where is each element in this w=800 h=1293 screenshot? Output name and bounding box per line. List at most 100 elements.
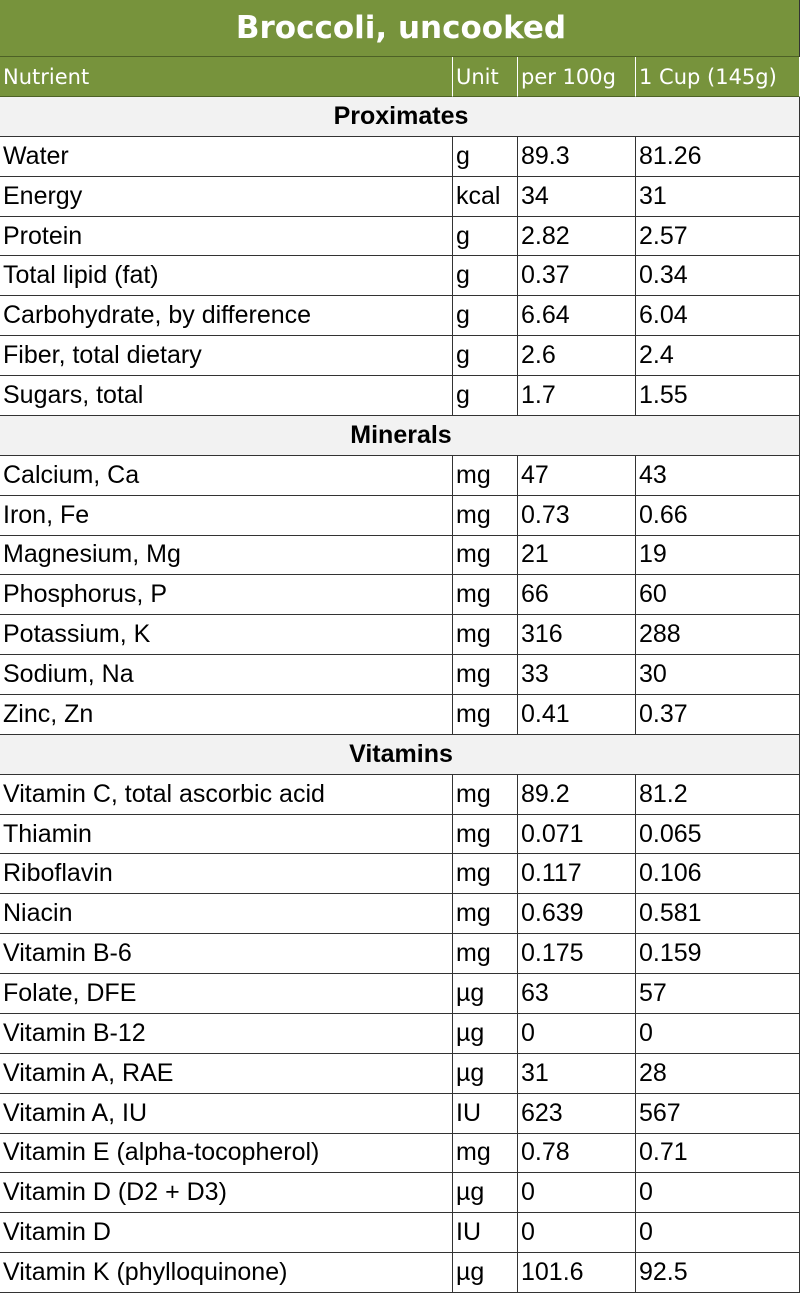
amount: 0 <box>518 1213 636 1254</box>
amount: 0.065 <box>636 814 800 855</box>
unit: IU <box>453 1093 518 1134</box>
nutrient-name: Vitamin E (alpha-tocopherol) <box>0 1133 453 1174</box>
amount: 0.37 <box>636 695 800 735</box>
unit: µg <box>453 1013 518 1054</box>
unit: mg <box>453 814 518 855</box>
unit: µg <box>453 1053 518 1094</box>
amount: 0.73 <box>518 495 636 536</box>
amount: 0 <box>636 1013 800 1054</box>
amount: 28 <box>636 1053 800 1094</box>
amount: 0 <box>518 1013 636 1054</box>
nutrient-name: Vitamin D <box>0 1213 453 1254</box>
nutrient-name: Total lipid (fat) <box>0 256 453 297</box>
nutrient-name: Fiber, total dietary <box>0 336 453 377</box>
unit: mg <box>453 894 518 935</box>
nutrient-name: Vitamin A, IU <box>0 1093 453 1134</box>
amount: 0 <box>518 1173 636 1214</box>
amount: 0 <box>636 1173 800 1214</box>
nutrient-name: Riboflavin <box>0 854 453 895</box>
nutrient-name: Niacin <box>0 894 453 935</box>
nutrient-name: Potassium, K <box>0 615 453 656</box>
nutrient-name: Sugars, total <box>0 376 453 416</box>
amount: 81.2 <box>636 774 800 815</box>
amount: 567 <box>636 1093 800 1134</box>
nutrient-name: Folate, DFE <box>0 974 453 1014</box>
amount: 21 <box>518 535 636 576</box>
amount: 30 <box>636 655 800 695</box>
amount: 0.175 <box>518 934 636 975</box>
amount: 34 <box>518 176 636 217</box>
unit: µg <box>453 1173 518 1214</box>
amount: 0.117 <box>518 854 636 895</box>
unit: kcal <box>453 176 518 217</box>
section-header: Minerals <box>0 415 800 456</box>
amount: 19 <box>636 535 800 576</box>
nutrient-name: Zinc, Zn <box>0 695 453 735</box>
nutrient-name: Phosphorus, P <box>0 575 453 616</box>
unit: g <box>453 376 518 416</box>
amount: 89.2 <box>518 774 636 815</box>
nutrient-name: Vitamin K (phylloquinone) <box>0 1253 453 1293</box>
unit: g <box>453 216 518 257</box>
unit: mg <box>453 455 518 496</box>
column-header: per 100g <box>518 57 636 97</box>
amount: 288 <box>636 615 800 656</box>
amount: 0.37 <box>518 256 636 297</box>
nutrient-name: Water <box>0 136 453 177</box>
unit: mg <box>453 854 518 895</box>
amount: 623 <box>518 1093 636 1134</box>
column-header: 1 Cup (145g) <box>636 57 800 97</box>
unit: mg <box>453 615 518 656</box>
nutrient-name: Vitamin D (D2 + D3) <box>0 1173 453 1214</box>
amount: 0.639 <box>518 894 636 935</box>
nutrient-name: Carbohydrate, by difference <box>0 296 453 337</box>
amount: 2.82 <box>518 216 636 257</box>
unit: mg <box>453 575 518 616</box>
amount: 0.071 <box>518 814 636 855</box>
unit: g <box>453 296 518 337</box>
amount: 2.6 <box>518 336 636 377</box>
amount: 0.66 <box>636 495 800 536</box>
nutrient-name: Vitamin C, total ascorbic acid <box>0 774 453 815</box>
amount: 0 <box>636 1213 800 1254</box>
amount: 66 <box>518 575 636 616</box>
amount: 31 <box>636 176 800 217</box>
unit: mg <box>453 1133 518 1174</box>
nutrient-name: Magnesium, Mg <box>0 535 453 576</box>
nutrient-name: Vitamin B-6 <box>0 934 453 975</box>
unit: g <box>453 256 518 297</box>
unit: mg <box>453 695 518 735</box>
amount: 57 <box>636 974 800 1014</box>
amount: 0.71 <box>636 1133 800 1174</box>
amount: 89.3 <box>518 136 636 177</box>
column-header: Nutrient <box>0 57 453 97</box>
amount: 6.04 <box>636 296 800 337</box>
amount: 6.64 <box>518 296 636 337</box>
unit: g <box>453 336 518 377</box>
unit: mg <box>453 655 518 695</box>
amount: 101.6 <box>518 1253 636 1293</box>
amount: 92.5 <box>636 1253 800 1293</box>
nutrient-name: Thiamin <box>0 814 453 855</box>
amount: 0.159 <box>636 934 800 975</box>
amount: 0.41 <box>518 695 636 735</box>
nutrient-name: Iron, Fe <box>0 495 453 536</box>
nutrient-name: Vitamin B-12 <box>0 1013 453 1054</box>
unit: µg <box>453 1253 518 1293</box>
amount: 47 <box>518 455 636 496</box>
amount: 0.78 <box>518 1133 636 1174</box>
amount: 63 <box>518 974 636 1014</box>
table-title: Broccoli, uncooked <box>0 0 800 57</box>
amount: 33 <box>518 655 636 695</box>
unit: mg <box>453 774 518 815</box>
amount: 43 <box>636 455 800 496</box>
amount: 1.55 <box>636 376 800 416</box>
nutrient-name: Protein <box>0 216 453 257</box>
unit: µg <box>453 974 518 1014</box>
unit: mg <box>453 495 518 536</box>
nutrient-name: Vitamin A, RAE <box>0 1053 453 1094</box>
amount: 2.4 <box>636 336 800 377</box>
unit: g <box>453 136 518 177</box>
amount: 2.57 <box>636 216 800 257</box>
